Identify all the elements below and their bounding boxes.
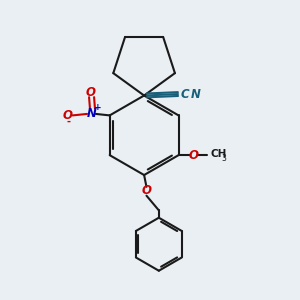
- Text: O: O: [142, 184, 152, 197]
- Text: O: O: [85, 86, 95, 99]
- Text: -: -: [67, 117, 71, 127]
- Text: 3: 3: [221, 154, 226, 163]
- Text: O: O: [62, 109, 72, 122]
- Text: N: N: [86, 107, 96, 120]
- Text: N: N: [190, 88, 200, 100]
- Text: O: O: [189, 149, 199, 162]
- Text: +: +: [94, 103, 102, 112]
- Text: C: C: [180, 88, 189, 100]
- Text: CH: CH: [210, 149, 226, 159]
